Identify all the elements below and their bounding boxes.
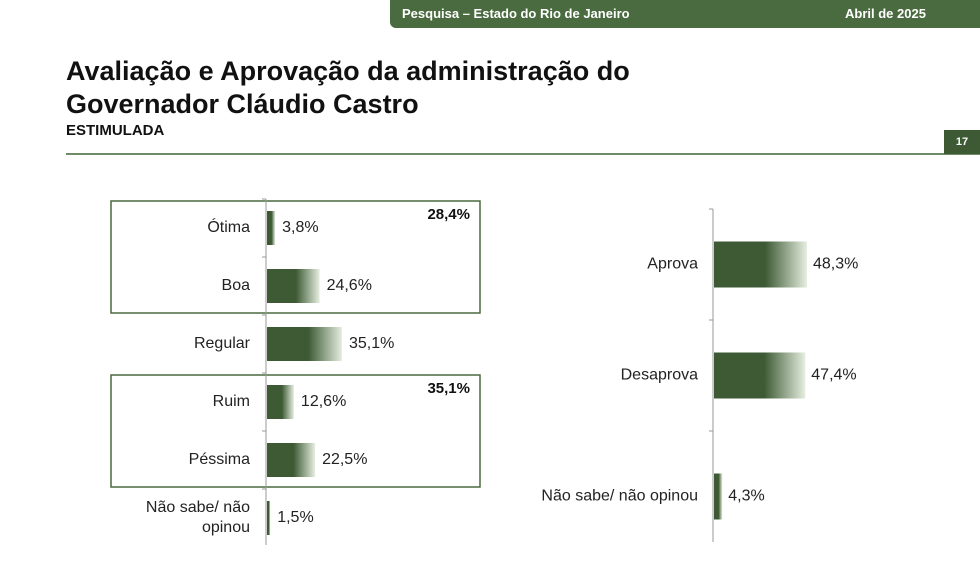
- group-box: [110, 374, 481, 488]
- page-subtitle: ESTIMULADA: [66, 122, 165, 139]
- value-label-boa: 24,6%: [327, 277, 372, 294]
- bar-regular: [267, 327, 342, 361]
- survey-name: Pesquisa – Estado do Rio de Janeiro: [402, 6, 630, 21]
- page-title: Avaliação e Aprovação da administração d…: [66, 56, 630, 119]
- evaluation-chart: 28,4% 35,1% Ótima 3,8% Boa 24,6% Regular 35,1% R…: [110, 198, 481, 545]
- value-label-aprova: 48,3%: [813, 256, 858, 273]
- category-label-nao-sabe-nao-opinou-line: opinou: [202, 519, 250, 536]
- value-label-nao-sabe-nao-opinou: 4,3%: [728, 488, 764, 505]
- category-label-otima: Ótima: [207, 217, 250, 236]
- category-label-nao-sabe-nao-opinou: Não sabe/ não opinou: [146, 499, 250, 536]
- group-box: [110, 200, 481, 314]
- bar-otima: [267, 211, 276, 245]
- value-label-desaprova: 47,4%: [811, 367, 856, 384]
- category-label-boa: Boa: [222, 277, 251, 294]
- bar-boa: [267, 269, 320, 303]
- category-label-ruim: Ruim: [213, 393, 250, 410]
- category-label-desaprova: Desaprova: [621, 367, 698, 384]
- bar-nao-sabe-nao-opinou: [714, 473, 723, 520]
- category-label-nao-sabe-nao-opinou: Não sabe/ não opinou: [541, 488, 698, 505]
- bar-nao-sabe-nao-opinou: [267, 501, 271, 535]
- value-label-regular: 35,1%: [349, 335, 394, 352]
- bar-aprova: [714, 241, 807, 288]
- group-total-label: 28,4%: [427, 206, 470, 223]
- bar-desaprova: [714, 352, 806, 399]
- category-label-aprova: Aprova: [647, 256, 698, 273]
- bar-ruim: [267, 385, 294, 419]
- header-bar: Pesquisa – Estado do Rio de Janeiro Abri…: [390, 0, 980, 28]
- category-label-nao-sabe-nao-opinou-line: Não sabe/ não: [146, 499, 250, 516]
- survey-date: Abril de 2025: [845, 6, 926, 21]
- category-label-pessima: Péssima: [189, 451, 250, 468]
- value-label-ruim: 12,6%: [301, 393, 346, 410]
- title-divider: [66, 153, 980, 155]
- approval-chart: Aprova 48,3% Desaprova 47,4% Não sabe/ não o…: [541, 208, 858, 542]
- page-number: 17: [944, 130, 980, 154]
- category-label-regular: Regular: [194, 335, 251, 352]
- group-total-label: 35,1%: [427, 380, 470, 397]
- value-label-pessima: 22,5%: [322, 451, 367, 468]
- bar-pessima: [267, 443, 316, 477]
- value-label-otima: 3,8%: [282, 219, 318, 236]
- value-label-nao-sabe-nao-opinou: 1,5%: [277, 509, 313, 526]
